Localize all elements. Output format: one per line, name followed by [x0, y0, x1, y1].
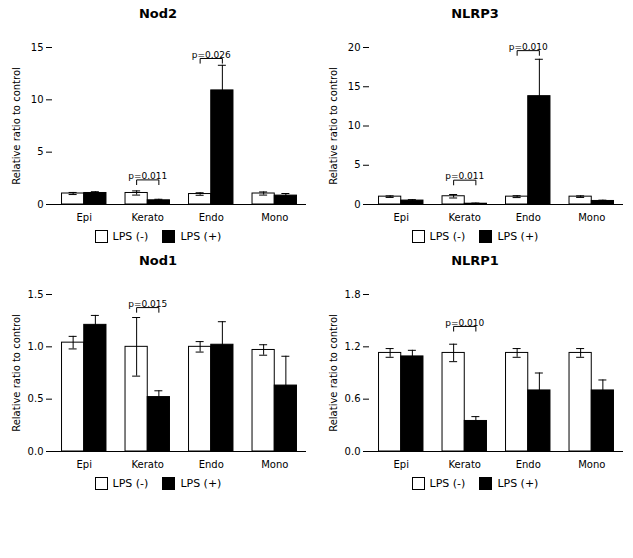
html-text:LPS (+): LPS (+)	[180, 477, 222, 490]
svg-text:10: 10	[31, 94, 44, 105]
svg-text:Kerato: Kerato	[449, 212, 482, 223]
svg-text:Epi: Epi	[77, 459, 92, 470]
svg-text:10: 10	[348, 120, 361, 131]
svg-text:Mono: Mono	[261, 459, 288, 470]
svg-text:p=0.010: p=0.010	[509, 42, 548, 52]
svg-text:15: 15	[348, 81, 361, 92]
svg-text:p=0.010: p=0.010	[445, 318, 484, 328]
svg-text:Epi: Epi	[77, 212, 92, 223]
svg-text:0.6: 0.6	[345, 393, 361, 404]
svg-text:20: 20	[348, 42, 361, 53]
svg-text:0.0: 0.0	[28, 446, 44, 457]
svg-text:5: 5	[354, 159, 360, 170]
svg-text:Relative ratio to control: Relative ratio to control	[328, 67, 339, 185]
svg-text:1.2: 1.2	[345, 341, 361, 352]
svg-text:Kerato: Kerato	[132, 459, 165, 470]
html-text:NLRP3: NLRP3	[451, 6, 499, 21]
html-text:LPS (+): LPS (+)	[497, 230, 539, 243]
html-text:LPS (-): LPS (-)	[429, 230, 466, 243]
svg-text:Mono: Mono	[578, 459, 605, 470]
svg-text:Relative ratio to control: Relative ratio to control	[11, 67, 22, 185]
svg-text:15: 15	[31, 42, 44, 53]
html-text:Nod1: Nod1	[138, 253, 178, 268]
html-text:LPS (-): LPS (-)	[112, 477, 149, 490]
svg-text:Mono: Mono	[578, 212, 605, 223]
svg-text:5: 5	[37, 146, 43, 157]
svg-text:Relative ratio to control: Relative ratio to control	[328, 314, 339, 432]
svg-text:Epi: Epi	[394, 212, 409, 223]
svg-text:Epi: Epi	[394, 459, 409, 470]
svg-text:p=0.011: p=0.011	[445, 171, 484, 181]
svg-text:0.5: 0.5	[28, 393, 44, 404]
html-text:NLRP1: NLRP1	[451, 253, 499, 268]
svg-text:1.5: 1.5	[28, 289, 44, 300]
svg-text:Endo: Endo	[199, 212, 224, 223]
svg-text:1.0: 1.0	[28, 341, 44, 352]
svg-text:0: 0	[354, 199, 360, 210]
svg-text:Endo: Endo	[516, 212, 541, 223]
svg-text:Relative ratio to control: Relative ratio to control	[11, 314, 22, 432]
svg-text:p=0.026: p=0.026	[192, 50, 231, 60]
html-text:LPS (-): LPS (-)	[112, 230, 149, 243]
html-text:Nod2: Nod2	[138, 6, 178, 21]
svg-text:1.8: 1.8	[345, 289, 361, 300]
html-text:LPS (+): LPS (+)	[497, 477, 539, 490]
svg-text:Kerato: Kerato	[449, 459, 482, 470]
svg-text:p=0.011: p=0.011	[128, 171, 167, 181]
svg-text:0.0: 0.0	[345, 446, 361, 457]
html-text:LPS (+): LPS (+)	[180, 230, 222, 243]
html-text:LPS (-): LPS (-)	[429, 477, 466, 490]
svg-text:Endo: Endo	[199, 459, 224, 470]
svg-text:0: 0	[37, 199, 43, 210]
svg-text:Kerato: Kerato	[132, 212, 165, 223]
svg-text:p=0.015: p=0.015	[128, 299, 167, 309]
svg-text:Mono: Mono	[261, 212, 288, 223]
svg-text:Endo: Endo	[516, 459, 541, 470]
